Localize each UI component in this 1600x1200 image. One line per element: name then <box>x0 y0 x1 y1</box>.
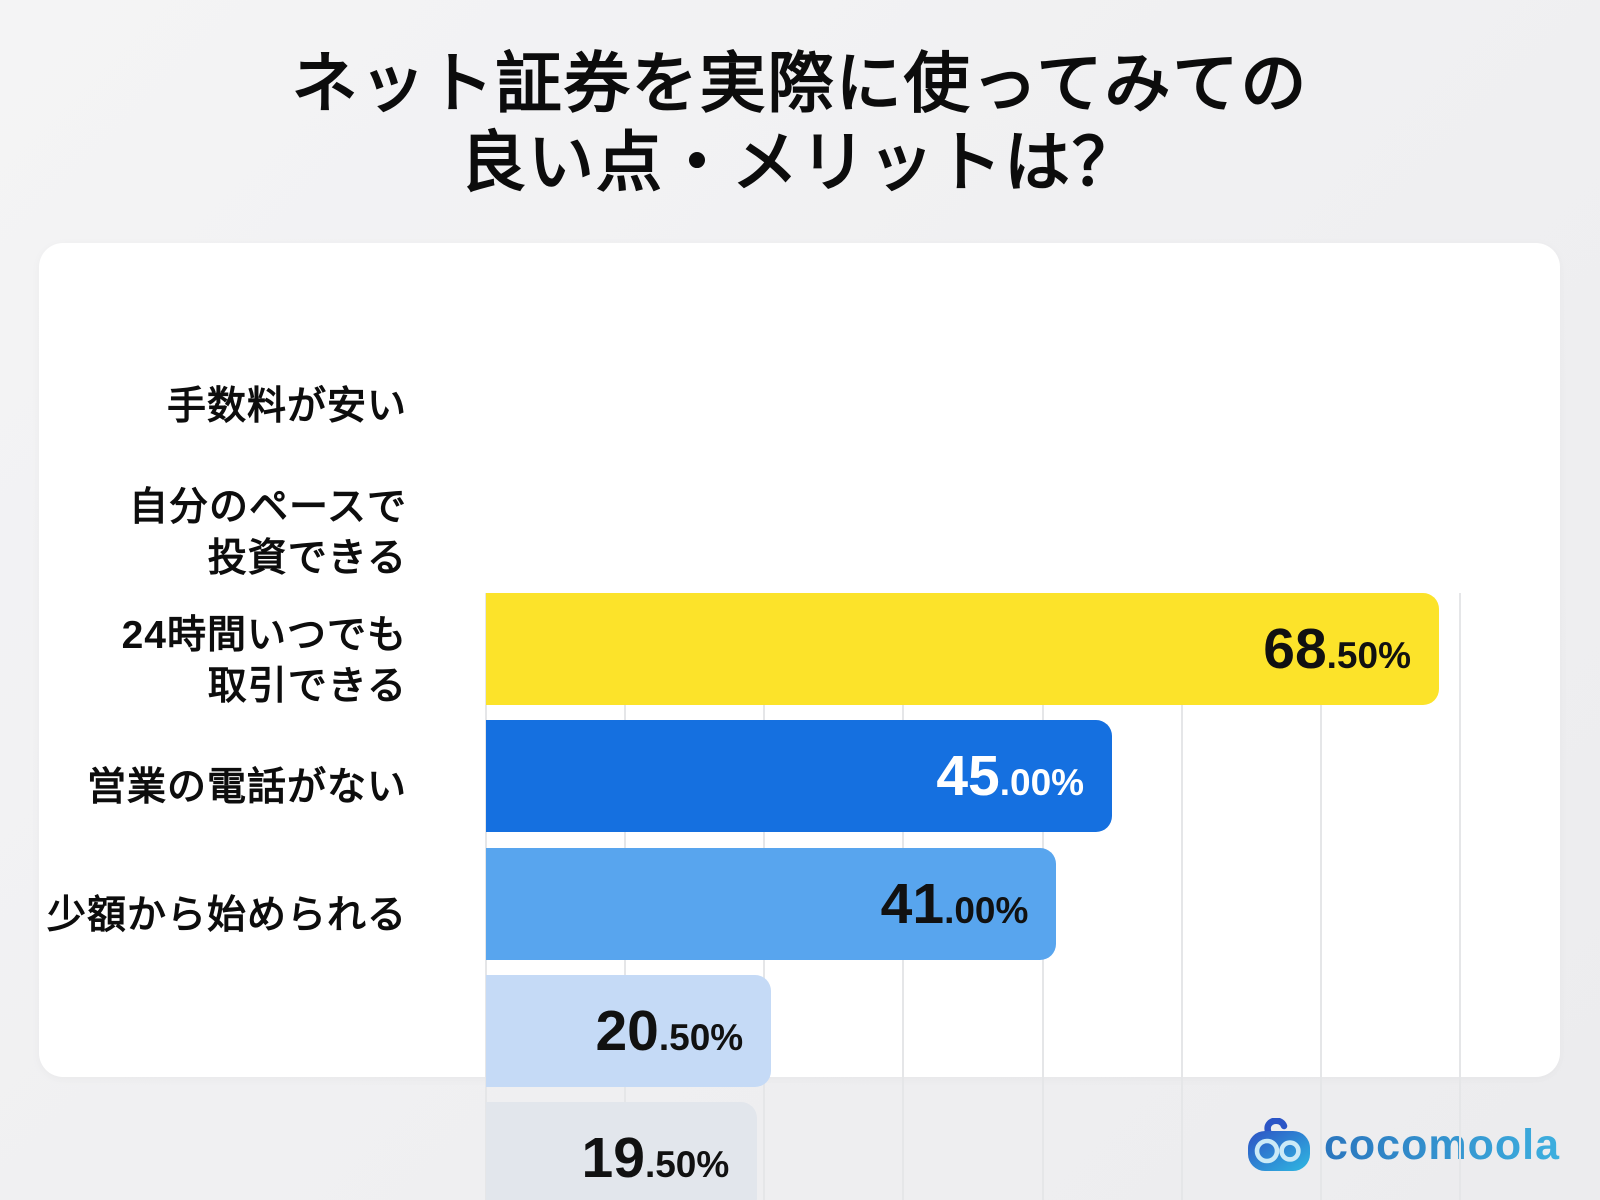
bar-value-integer: 45 <box>936 744 1000 809</box>
icon-right-eye <box>1279 1140 1301 1162</box>
category-label: 手数料が安い <box>166 384 407 428</box>
gridline <box>1319 593 1322 1200</box>
category-label: 営業の電話がない <box>86 766 407 810</box>
bar-value-fraction: .50% <box>1326 635 1411 676</box>
bar: 68.50% <box>486 593 1439 705</box>
bar-value-integer: 19 <box>581 1126 645 1190</box>
bar-value-fraction: .00% <box>999 762 1085 804</box>
bar-value: 20.50% <box>595 998 743 1064</box>
bar-value-integer: 41 <box>880 871 945 936</box>
bar: 20.50% <box>486 974 772 1087</box>
cocomoola-icon <box>1248 1118 1310 1171</box>
bar-value-fraction: .50% <box>658 1016 744 1058</box>
bar-value: 19.50% <box>582 1125 730 1191</box>
chart-title: ネット証券を実際に使ってみての 良い点・メリットは？ <box>0 44 1600 202</box>
cocomoola-wordmark: cocomoola <box>1324 1120 1560 1169</box>
category-label: 24時間いつでも 取引できる <box>121 613 407 708</box>
gridline <box>1458 593 1461 1200</box>
bar-row: 68.50% <box>486 593 1599 705</box>
chart-card: 68.50% 45.00% 41.00% 20.50% 19.50% <box>39 243 1560 1200</box>
bar-value-fraction: .50% <box>644 1144 730 1185</box>
bar-row: 45.00% <box>486 720 1599 833</box>
plot-area: 68.50% 45.00% 41.00% 20.50% 19.50% <box>485 593 1599 1200</box>
icon-handle <box>1264 1118 1288 1135</box>
chart-title-line1: ネット証券を実際に使ってみての <box>291 46 1309 120</box>
bar-value: 68.50% <box>1263 616 1411 682</box>
bar: 19.50% <box>486 1102 758 1200</box>
bar-value-fraction: .00% <box>944 889 1029 931</box>
bar: 41.00% <box>486 847 1057 960</box>
bar-value-integer: 20 <box>595 998 659 1063</box>
icon-left-eye <box>1254 1138 1280 1164</box>
chart-title-line2: 良い点・メリットは？ <box>460 125 1140 199</box>
bar-value: 41.00% <box>881 871 1029 937</box>
bar-value-integer: 68 <box>1263 617 1327 681</box>
bar-row: 20.50% <box>486 974 1599 1087</box>
category-label: 自分のペースで 投資できる <box>128 486 407 581</box>
bar: 45.00% <box>486 720 1113 833</box>
bar-row: 41.00% <box>486 847 1599 960</box>
category-label: 少額から始められる <box>46 893 407 937</box>
cocomoola-logo: cocomoola <box>1247 1118 1560 1172</box>
bar-row: 19.50% <box>486 1102 1599 1200</box>
bar-value: 45.00% <box>936 743 1084 809</box>
gridline <box>1180 593 1183 1200</box>
